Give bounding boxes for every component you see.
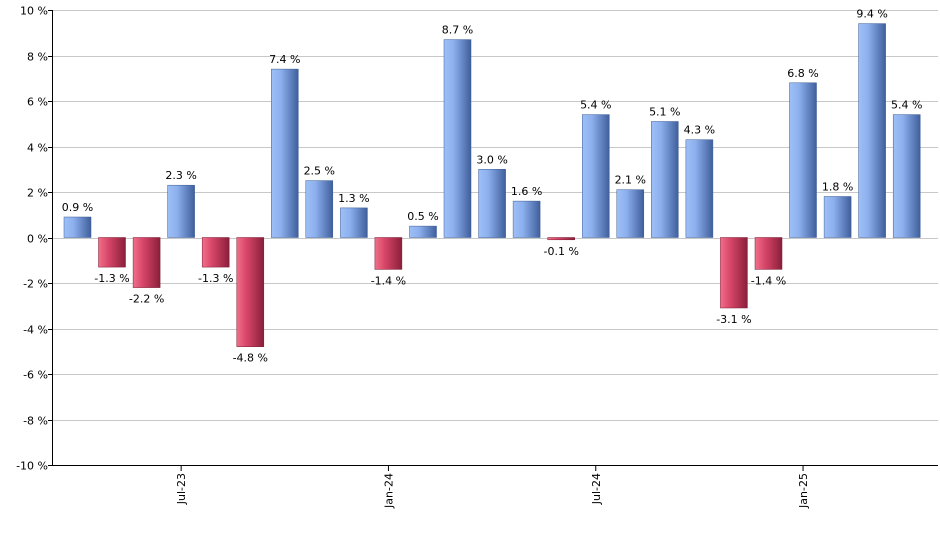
bar [582,114,610,238]
axes [52,10,938,466]
data-label: 1.8 % [822,181,853,194]
y-tick-label: 2 % [27,187,48,200]
data-label: 4.3 % [684,124,715,137]
bars [63,23,921,347]
y-tick-label: -4 % [23,324,48,337]
bar [98,237,126,268]
bar [478,169,506,238]
bar [651,121,679,238]
data-label: 2.1 % [615,174,646,187]
y-tick-label: -10 % [16,460,48,473]
bar [305,180,334,238]
data-label: 1.3 % [338,192,369,205]
data-label: 9.4 % [856,8,887,21]
bar [443,39,472,238]
data-label: 2.5 % [304,165,335,178]
bar [512,200,541,238]
data-label: -4.8 % [233,352,268,365]
data-label: 0.5 % [407,210,438,223]
bar [720,237,748,309]
bar [374,237,403,270]
bar [167,184,195,238]
bar [754,237,783,270]
data-label: -1.4 % [751,274,786,287]
data-label: 6.8 % [787,67,818,80]
x-tick-label: Jan-24 [382,473,395,509]
bar [616,189,645,238]
bar [789,82,817,238]
bar [201,237,230,268]
data-label: 7.4 % [269,53,300,66]
bar [236,237,265,347]
bar [340,207,368,238]
data-label: 5.4 % [580,99,611,112]
bar [685,139,714,238]
y-tick-label: 4 % [27,142,48,155]
x-axis-ticks: Jul-23 Jan-24 Jul-24 Jan-25 [175,465,810,509]
y-tick-label: 0 % [27,233,48,246]
bar [271,68,299,238]
data-label: -2.2 % [129,293,164,306]
y-tick-label: -2 % [23,278,48,291]
bar [892,114,921,238]
bar [132,237,161,288]
bar [823,196,852,238]
data-label: -1.4 % [371,274,406,287]
data-label: 2.3 % [165,169,196,182]
data-label: 5.1 % [649,106,680,119]
y-axis-tick-labels: -10 % -8 % -6 % -4 % -2 % 0 % 2 % 4 % 6 % 8 % 10 % [16,5,48,473]
data-label: -0.1 % [543,245,578,258]
bar [547,237,575,241]
data-labels: 0.9 %-1.3 %-2.2 %2.3 %-1.3 %-4.8 %7.4 %2… [62,8,923,365]
data-label: 1.6 % [511,185,542,198]
y-tick-label: -6 % [23,369,48,382]
data-label: -1.3 % [198,272,233,285]
data-label: 8.7 % [442,24,473,37]
y-tick-label: 10 % [20,5,48,18]
bar [409,225,437,238]
y-tick-label: 6 % [27,96,48,109]
data-label: 3.0 % [476,153,507,166]
data-label: -3.1 % [716,313,751,326]
x-tick-label: Jan-25 [797,473,810,509]
x-tick-label: Jul-23 [175,473,188,505]
y-tick-label: -8 % [23,415,48,428]
data-label: 5.4 % [891,99,922,112]
data-label: -1.3 % [94,272,129,285]
x-tick-label: Jul-24 [590,473,603,505]
y-tick-label: 8 % [27,51,48,64]
bar [858,23,886,238]
data-label: 0.9 % [62,201,93,214]
bar [63,216,92,238]
